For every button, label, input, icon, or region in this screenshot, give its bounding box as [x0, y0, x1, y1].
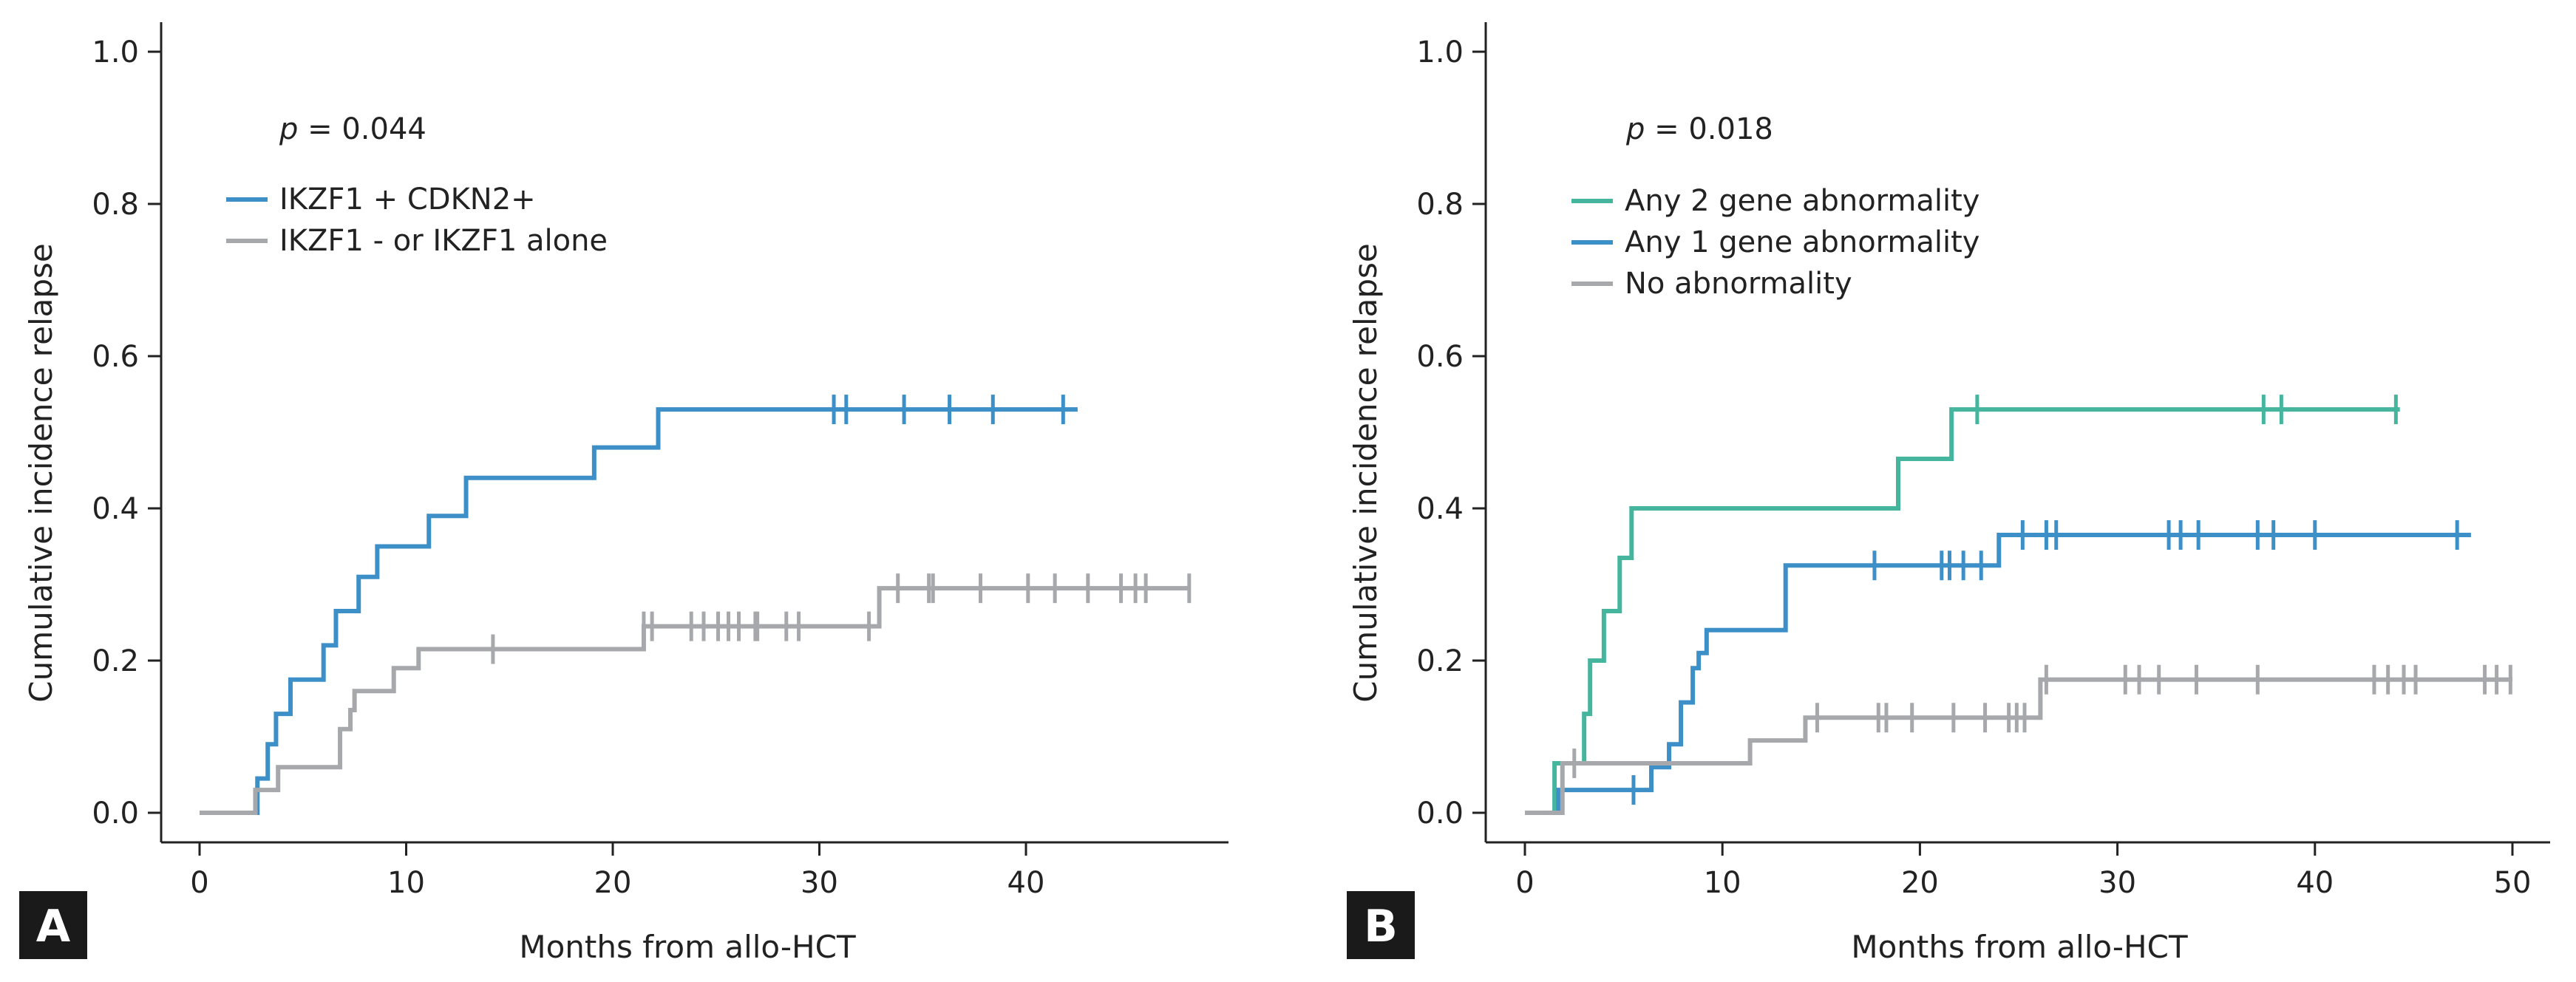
panel-b-legend-label-3: No abnormality	[1625, 267, 1852, 301]
panel-a-x-tick-label: 0	[190, 866, 208, 900]
panel-a-x-tick-label: 30	[801, 866, 838, 900]
panel-b-label-box	[1347, 891, 1415, 959]
panel-b-series-2-line	[1525, 533, 2471, 815]
panel-b: Cumulative incidence relapse Months from…	[1347, 22, 2550, 965]
panel-a-p-symbol: p	[279, 112, 298, 146]
panel-b-y-tick-label: 0.2	[1416, 644, 1464, 678]
panel-b-x-tick-label: 50	[2494, 866, 2532, 900]
panel-b-x-tick-label: 10	[1704, 866, 1741, 900]
panel-b-p-text: = 0.018	[1645, 112, 1773, 146]
panel-b-series-1-line	[1525, 407, 2400, 815]
panel-a-y-tick-label: 0.4	[92, 492, 139, 526]
panel-a-label: A	[36, 901, 71, 952]
panel-a-y-tick-label: 0.6	[92, 340, 139, 374]
panel-b-x-tick-label: 20	[1901, 866, 1939, 900]
panel-b-p-symbol: p	[1625, 112, 1645, 146]
panel-b-y-tick-label: 0.8	[1416, 188, 1464, 222]
panel-b-y-axis-title: Cumulative incidence relapse	[1348, 243, 1384, 703]
panel-a-series-1-line	[200, 407, 1078, 815]
panel-b-y-tick-label: 0.4	[1416, 492, 1464, 526]
panel-a-y-tick-label: 0.0	[92, 797, 139, 831]
panel-b-x-axis-title: Months from allo-HCT	[1851, 929, 2188, 965]
panel-b-y-tick-label: 1.0	[1416, 35, 1464, 69]
panel-a-y-axis-title: Cumulative incidence relapse	[23, 243, 59, 703]
panel-b-y-tick-label: 0.0	[1416, 797, 1464, 831]
panel-b-series-3-line	[1525, 677, 2512, 815]
panel-b-label: B	[1364, 901, 1398, 952]
panel-a-label-box	[19, 891, 87, 959]
panel-b-x-tick-label: 30	[2098, 866, 2136, 900]
panel-a-x-tick-label: 10	[387, 866, 425, 900]
panel-a-y-tick-label: 0.2	[92, 644, 139, 678]
panel-a-y-tick-label: 1.0	[92, 35, 139, 69]
panel-b-x-tick-label: 0	[1515, 866, 1534, 900]
panel-a-legend-label-1: IKZF1 + CDKN2+	[279, 183, 536, 216]
panel-a-legend: IKZF1 + CDKN2+ IKZF1 - or IKZF1 alone	[226, 183, 608, 258]
panel-b-p-value: p = 0.018	[1625, 112, 1773, 146]
panel-b-legend: Any 2 gene abnormality Any 1 gene abnorm…	[1571, 184, 1979, 301]
panel-a-legend-label-2: IKZF1 - or IKZF1 alone	[279, 224, 608, 258]
panel-a-x-tick-label: 40	[1007, 866, 1045, 900]
panel-a-x-axis-title: Months from allo-HCT	[519, 929, 856, 965]
panel-a: Cumulative incidence relapse Months from…	[19, 22, 1228, 965]
panel-a-p-value: p = 0.044	[279, 112, 426, 146]
panel-b-x-tick-label: 40	[2296, 866, 2334, 900]
panel-b-legend-label-2: Any 1 gene abnormality	[1625, 225, 1979, 259]
panel-a-y-tick-label: 0.8	[92, 188, 139, 222]
panel-a-p-text: = 0.044	[298, 112, 426, 146]
panel-a-series-2-line	[200, 586, 1189, 815]
panel-a-x-tick-label: 20	[594, 866, 632, 900]
panel-b-y-tick-label: 0.6	[1416, 340, 1464, 374]
panel-b-legend-label-1: Any 2 gene abnormality	[1625, 184, 1979, 218]
